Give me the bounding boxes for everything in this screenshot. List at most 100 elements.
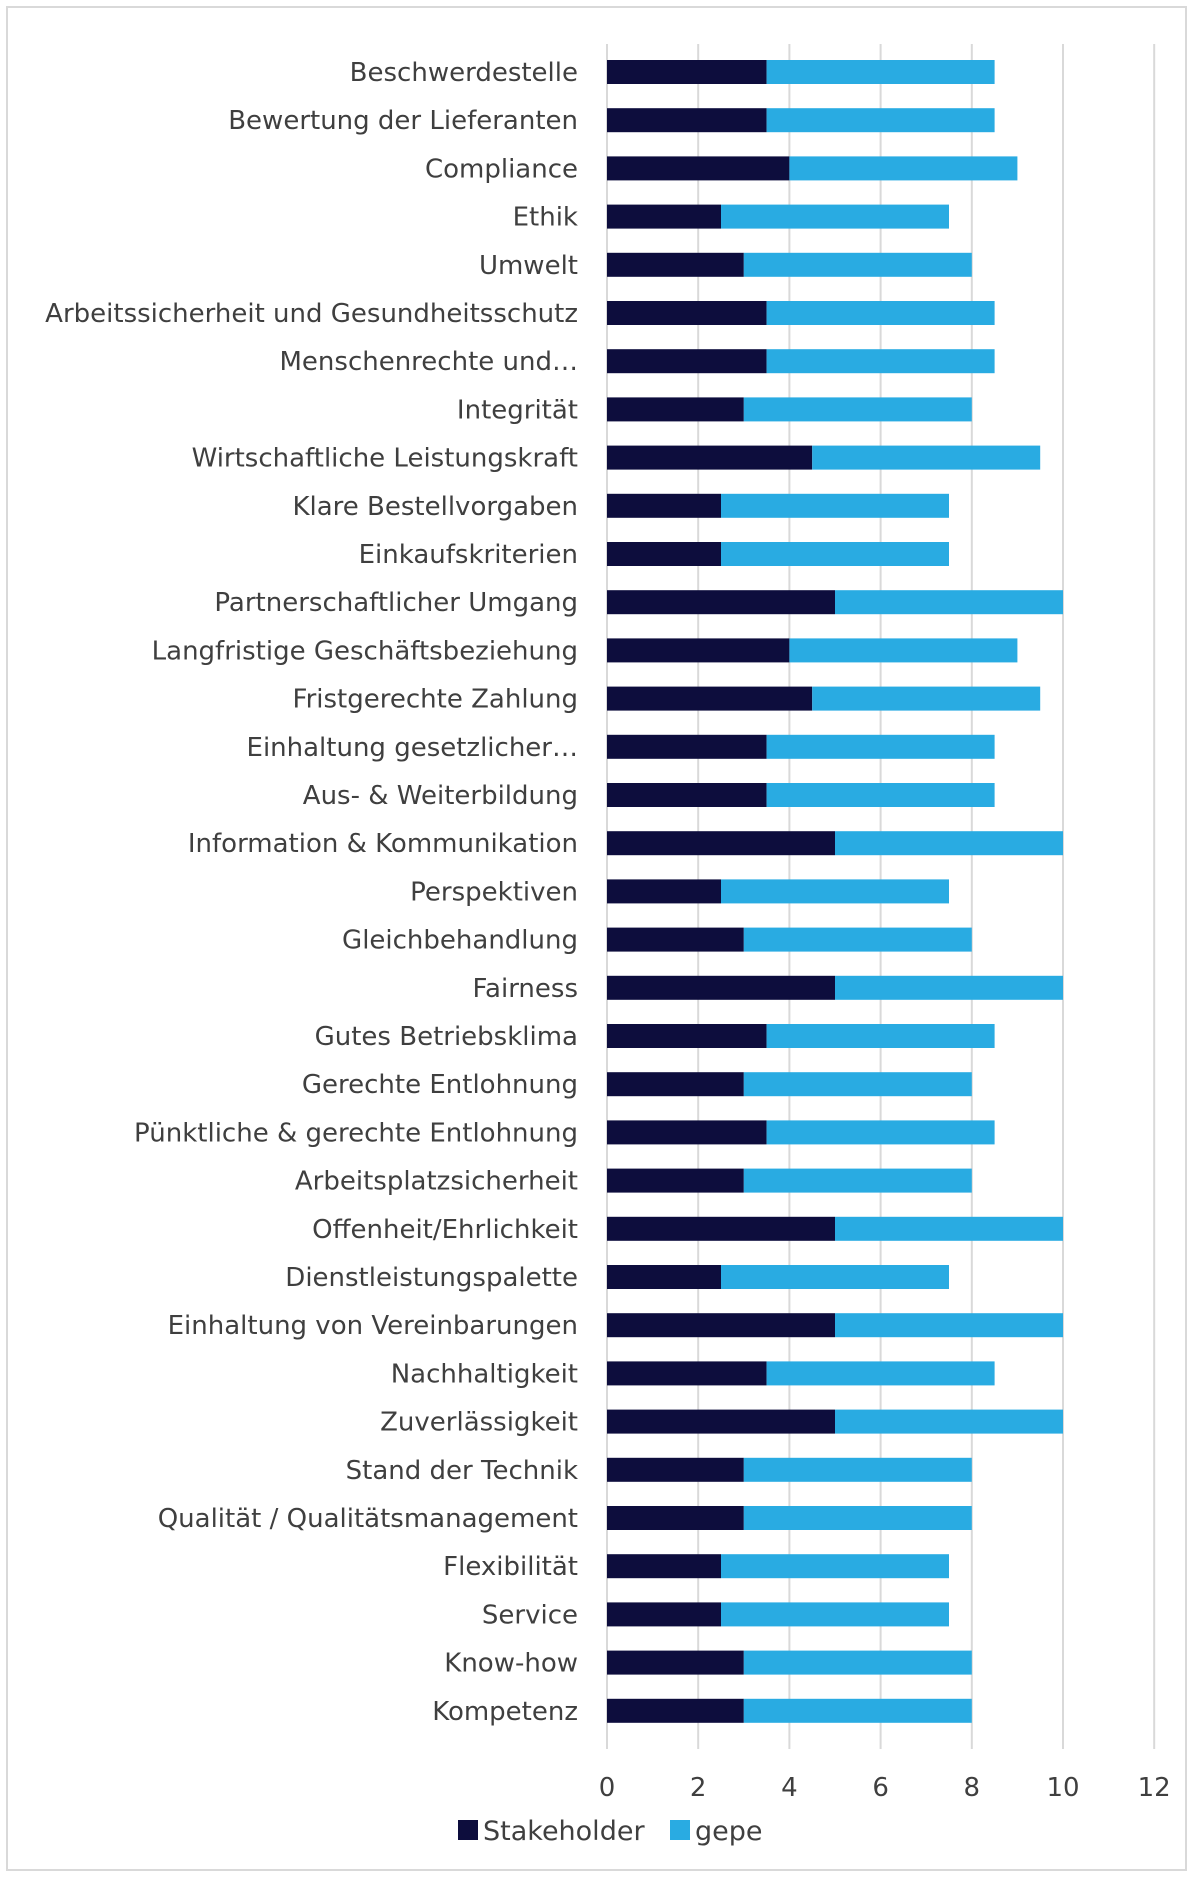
category-label: Aus- & Weiterbildung xyxy=(303,781,578,811)
bar-stakeholder xyxy=(607,108,767,133)
bar-stakeholder xyxy=(607,1265,721,1289)
category-label: Einhaltung von Vereinbarungen xyxy=(168,1311,578,1341)
category-label: Service xyxy=(482,1600,578,1630)
category-label: Perspektiven xyxy=(410,877,578,907)
legend-label-stakeholder: Stakeholder xyxy=(483,1816,645,1847)
bars xyxy=(607,60,1063,1723)
x-axis-ticks: 0 2 4 6 8 10 12 xyxy=(599,1773,1171,1803)
bar-gepe xyxy=(835,1313,1063,1338)
category-label: Gerechte Entlohnung xyxy=(302,1070,578,1100)
bar-gepe xyxy=(743,1650,972,1675)
bar-gepe xyxy=(721,1602,949,1627)
x-tick-label: 8 xyxy=(964,1773,981,1803)
bar-stakeholder xyxy=(607,1024,767,1048)
bar-gepe xyxy=(743,1072,972,1097)
category-label: Beschwerdestelle xyxy=(350,58,578,88)
bar-stakeholder xyxy=(607,1168,744,1193)
bar-gepe xyxy=(721,542,949,566)
legend: Stakeholder gepe xyxy=(458,1816,763,1847)
bar-stakeholder xyxy=(607,493,721,518)
bar-gepe xyxy=(835,831,1063,856)
bar-stakeholder xyxy=(607,1698,744,1723)
category-label: Qualität / Qualitätsmanagement xyxy=(158,1504,578,1534)
bar-stakeholder xyxy=(607,1650,744,1675)
category-label: Arbeitsplatzsicherheit xyxy=(295,1167,578,1197)
bar-stakeholder xyxy=(607,831,835,856)
category-label: Nachhaltigkeit xyxy=(391,1359,578,1389)
x-tick-label: 0 xyxy=(599,1773,616,1803)
bar-gepe xyxy=(743,1698,972,1723)
bar-gepe xyxy=(766,1024,995,1048)
bar-gepe xyxy=(743,397,972,422)
category-label: Information & Kommunikation xyxy=(188,829,578,859)
category-label: Flexibilität xyxy=(443,1552,578,1582)
bar-stakeholder xyxy=(607,397,744,422)
bar-stakeholder xyxy=(607,1216,835,1241)
bar-gepe xyxy=(766,301,995,325)
x-tick-label: 12 xyxy=(1138,1773,1171,1803)
bar-stakeholder xyxy=(607,734,767,759)
category-label: Klare Bestellvorgaben xyxy=(292,492,578,522)
category-label: Zuverlässigkeit xyxy=(380,1408,578,1438)
bar-gepe xyxy=(835,590,1063,615)
bar-gepe xyxy=(721,1554,949,1579)
category-label: Dienstleistungspalette xyxy=(285,1263,578,1293)
bar-gepe xyxy=(743,1457,972,1482)
bar-gepe xyxy=(766,783,995,807)
legend-label-gepe: gepe xyxy=(695,1816,763,1847)
bar-gepe xyxy=(743,252,972,277)
bar-gepe xyxy=(721,204,949,229)
category-label: Kompetenz xyxy=(432,1697,578,1727)
bar-gepe xyxy=(835,1409,1063,1434)
bar-gepe xyxy=(789,156,1018,181)
bar-gepe xyxy=(721,879,949,904)
category-label: Bewertung der Lieferanten xyxy=(228,106,578,136)
x-tick-label: 6 xyxy=(872,1773,889,1803)
category-label: Integrität xyxy=(457,395,578,425)
category-labels: Beschwerdestelle Bewertung der Lieferante… xyxy=(45,58,578,1727)
bar-gepe xyxy=(721,1265,949,1289)
bar-gepe xyxy=(789,638,1018,663)
legend-swatch-stakeholder xyxy=(458,1820,478,1840)
category-label: Menschenrechte und… xyxy=(279,347,578,377)
bar-stakeholder xyxy=(607,1554,721,1579)
bar-stakeholder xyxy=(607,1313,835,1338)
bar-stakeholder xyxy=(607,1072,744,1097)
bar-stakeholder xyxy=(607,1457,744,1482)
bar-stakeholder xyxy=(607,1506,744,1530)
bar-gepe xyxy=(743,1506,972,1530)
bar-stakeholder xyxy=(607,590,835,615)
bar-stakeholder xyxy=(607,686,813,711)
bar-stakeholder xyxy=(607,301,767,325)
category-label: Stand der Technik xyxy=(346,1456,578,1486)
bar-stakeholder xyxy=(607,783,767,807)
category-label: Fristgerechte Zahlung xyxy=(293,685,578,715)
bar-stakeholder xyxy=(607,975,835,1000)
bar-stakeholder xyxy=(607,156,790,181)
category-label: Umwelt xyxy=(479,251,578,281)
category-label: Pünktliche & gerechte Entlohnung xyxy=(134,1118,578,1148)
category-label: Know-how xyxy=(444,1649,578,1679)
bar-gepe xyxy=(721,493,949,518)
bar-stakeholder xyxy=(607,542,721,566)
bar-stakeholder xyxy=(607,927,744,952)
category-label: Partnerschaftlicher Umgang xyxy=(214,588,578,618)
bar-gepe xyxy=(835,975,1063,1000)
category-label: Gutes Betriebsklima xyxy=(315,1022,578,1052)
x-tick-label: 4 xyxy=(781,1773,798,1803)
bar-stakeholder xyxy=(607,60,767,84)
category-label: Ethik xyxy=(513,203,578,233)
bar-gepe xyxy=(766,349,995,374)
category-label: Fairness xyxy=(472,974,578,1004)
category-label: Gleichbehandlung xyxy=(342,926,578,956)
category-label: Wirtschaftliche Leistungskraft xyxy=(192,444,578,474)
bar-gepe xyxy=(766,108,995,133)
bar-stakeholder xyxy=(607,445,813,470)
bar-gepe xyxy=(812,686,1041,711)
bar-gepe xyxy=(835,1216,1063,1241)
bar-stakeholder xyxy=(607,879,721,904)
category-label: Offenheit/Ehrlichkeit xyxy=(312,1215,578,1245)
bar-stakeholder xyxy=(607,1361,767,1386)
bar-stakeholder xyxy=(607,1409,835,1434)
